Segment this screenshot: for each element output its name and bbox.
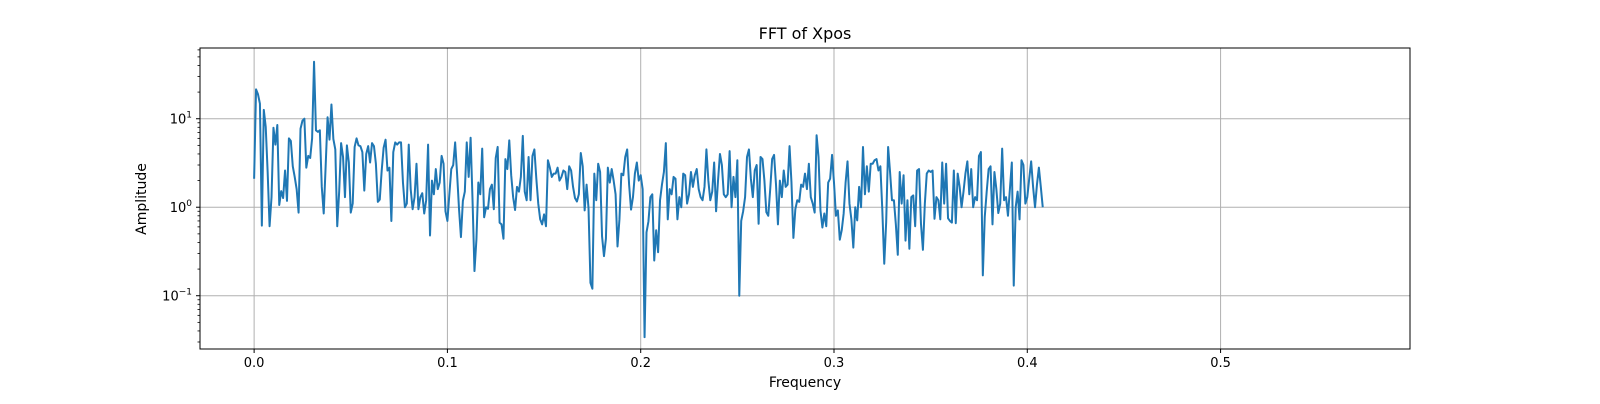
series-line-layer (253, 60, 1044, 339)
x-axis-label: Frequency (769, 375, 841, 391)
tick-layer: 0.0 0.1 0.2 0.3 0.4 0.5 10−1 100 101 (162, 111, 1231, 371)
y-tick-label: 100 (170, 199, 193, 216)
plot-frame (199, 47, 1411, 350)
series-line (253, 60, 1044, 339)
y-tick-label: 10−1 (162, 288, 192, 305)
y-tick-label: 101 (170, 111, 192, 128)
x-tick-label: 0.4 (1017, 356, 1038, 371)
chart-title: FFT of Xpos (759, 24, 852, 43)
grid-layer (200, 48, 1410, 349)
x-tick-label: 0.0 (244, 356, 265, 371)
y-axis-label: Amplitude (134, 163, 150, 235)
x-tick-label: 0.5 (1210, 356, 1231, 371)
x-tick-label: 0.1 (437, 356, 458, 371)
x-tick-label: 0.2 (630, 356, 651, 371)
x-tick-label: 0.3 (824, 356, 845, 371)
